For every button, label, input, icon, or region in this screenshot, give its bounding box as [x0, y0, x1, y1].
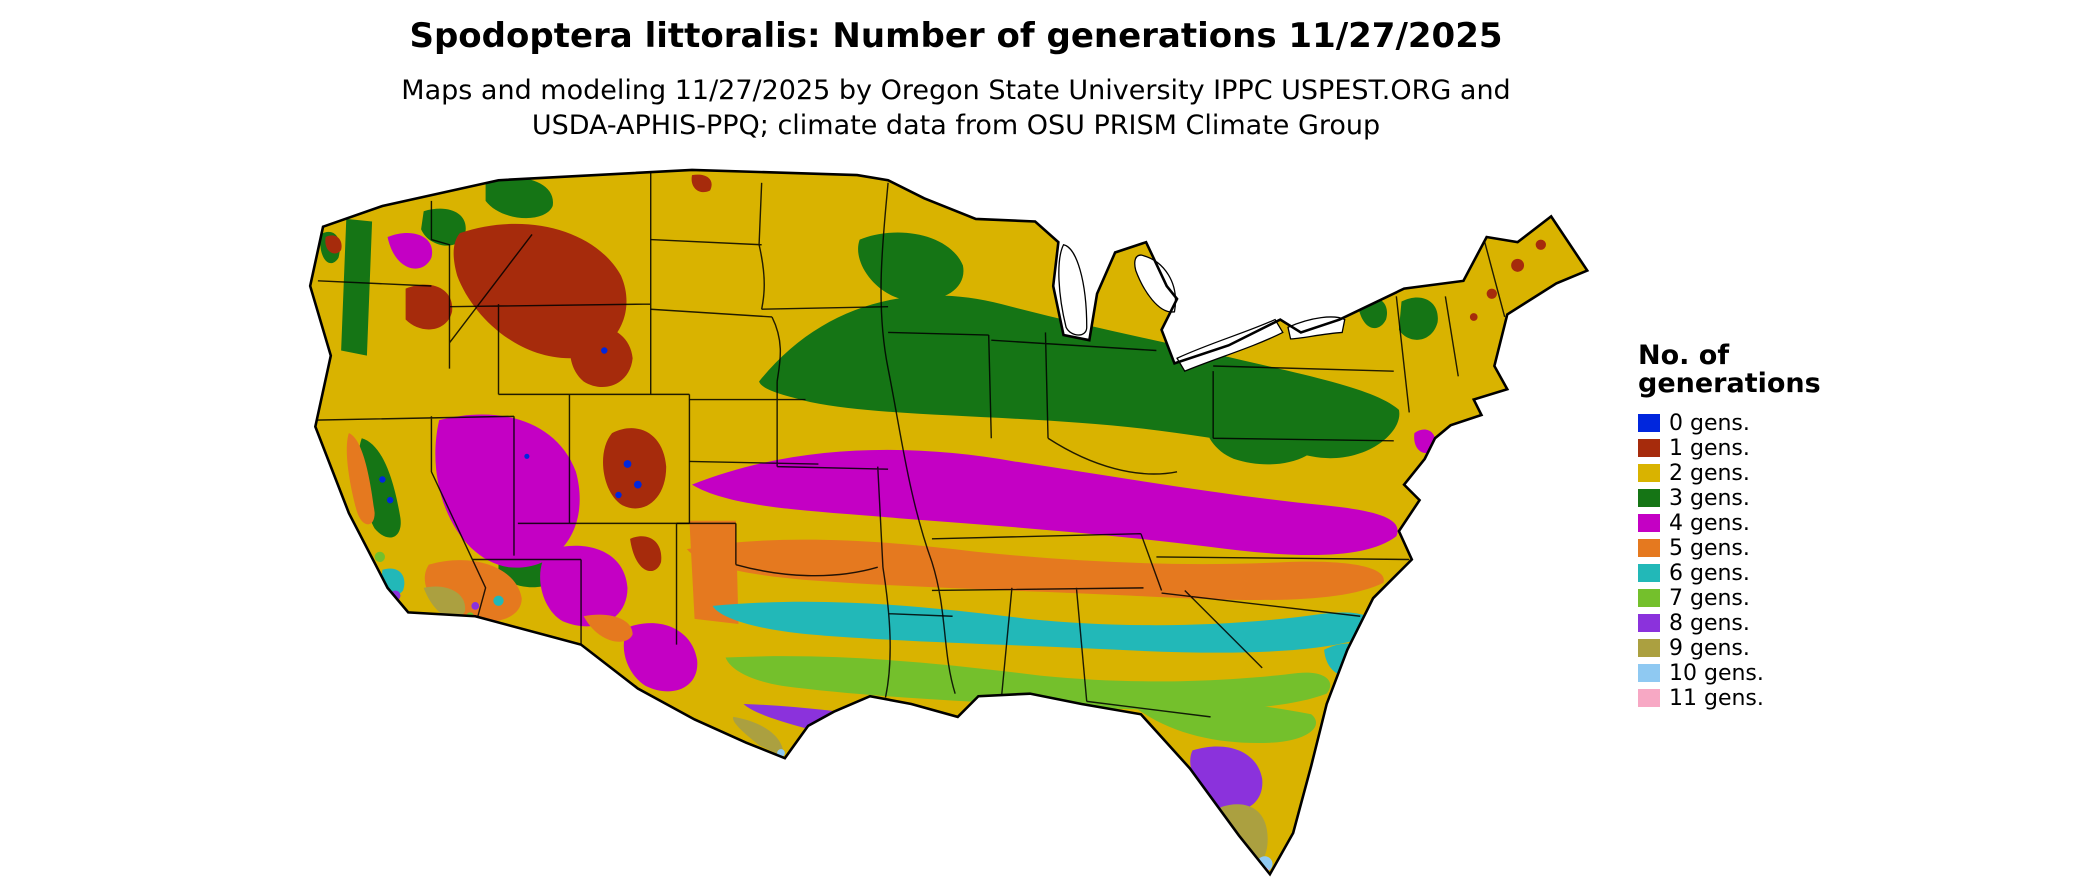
legend-item-10-gens: 10 gens.	[1638, 661, 1821, 686]
legend-swatch-1-gens	[1638, 439, 1660, 458]
legend-swatch-10-gens	[1638, 664, 1660, 683]
legend-swatch-0-gens	[1638, 414, 1660, 433]
legend-swatch-9-gens	[1638, 639, 1660, 658]
legend-item-0-gens: 0 gens.	[1638, 411, 1821, 436]
region-4-gens	[387, 232, 1436, 692]
legend-swatch-11-gens	[1638, 689, 1660, 708]
map-subtitle-line2: USDA-APHIS-PPQ; climate data from OSU PR…	[531, 109, 1381, 141]
legend-label: 0 gens.	[1669, 410, 1750, 436]
map-subtitle-line1: Maps and modeling 11/27/2025 by Oregon S…	[401, 75, 1511, 106]
region-6-gens	[382, 568, 1376, 676]
legend-label: 10 gens.	[1669, 660, 1764, 686]
legend-item-4-gens: 4 gens.	[1638, 511, 1821, 536]
state-borders	[312, 172, 1506, 718]
legend-label: 2 gens.	[1669, 460, 1750, 486]
lake-michigan	[1058, 243, 1088, 336]
legend-swatch-3-gens	[1638, 489, 1660, 508]
legend-item-9-gens: 9 gens.	[1638, 636, 1821, 661]
legend: No. of generations 0 gens. 1 gens. 2 gen…	[1638, 340, 1821, 711]
legend-item-5-gens: 5 gens.	[1638, 536, 1821, 561]
legend-label: 5 gens.	[1669, 535, 1750, 561]
us-border-outline	[308, 168, 1590, 877]
region-5-gens	[346, 433, 1384, 642]
legend-item-8-gens: 8 gens.	[1638, 611, 1821, 636]
legend-title: No. of generations	[1638, 340, 1821, 400]
legend-swatch-4-gens	[1638, 514, 1660, 533]
legend-label: 11 gens.	[1669, 685, 1764, 711]
legend-title-line1: No. of	[1638, 340, 1730, 371]
map-header: Spodoptera littoralis: Number of generat…	[0, 16, 1912, 143]
legend-swatch-8-gens	[1638, 614, 1660, 633]
legend-swatch-5-gens	[1638, 539, 1660, 558]
legend-label: 7 gens.	[1669, 585, 1750, 611]
legend-label: 4 gens.	[1669, 510, 1750, 536]
legend-item-1-gens: 1 gens.	[1638, 436, 1821, 461]
legend-title-line2: generations	[1638, 368, 1821, 400]
legend-item-2-gens: 2 gens.	[1638, 461, 1821, 486]
map-title: Spodoptera littoralis: Number of generat…	[409, 16, 1503, 56]
us-generations-map	[308, 168, 1590, 877]
region-1-gens	[325, 174, 712, 572]
state-borders-plains	[650, 182, 953, 698]
legend-item-3-gens: 3 gens.	[1638, 486, 1821, 511]
legend-label: 6 gens.	[1669, 560, 1750, 586]
lake-huron	[1134, 254, 1177, 313]
legend-item-7-gens: 7 gens.	[1638, 586, 1821, 611]
map-subtitle: Maps and modeling 11/27/2025 by Oregon S…	[0, 74, 1912, 143]
region-1-gens-northeast-specks	[1469, 239, 1546, 321]
legend-label: 9 gens.	[1669, 635, 1750, 661]
legend-swatch-2-gens	[1638, 464, 1660, 483]
state-borders-east	[880, 182, 1506, 718]
map-raster-layers	[310, 169, 1588, 875]
legend-swatch-7-gens	[1638, 589, 1660, 608]
region-3-gens	[320, 176, 1438, 588]
state-borders-west	[312, 172, 691, 645]
region-6-gens-specks	[493, 595, 504, 606]
legend-label: 8 gens.	[1669, 610, 1750, 636]
legend-item-11-gens: 11 gens.	[1638, 686, 1821, 711]
region-0-gens-specks	[379, 347, 642, 504]
legend-label: 3 gens.	[1669, 485, 1750, 511]
legend-swatch-6-gens	[1638, 564, 1660, 583]
legend-item-6-gens: 6 gens.	[1638, 561, 1821, 586]
legend-label: 1 gens.	[1669, 435, 1750, 461]
